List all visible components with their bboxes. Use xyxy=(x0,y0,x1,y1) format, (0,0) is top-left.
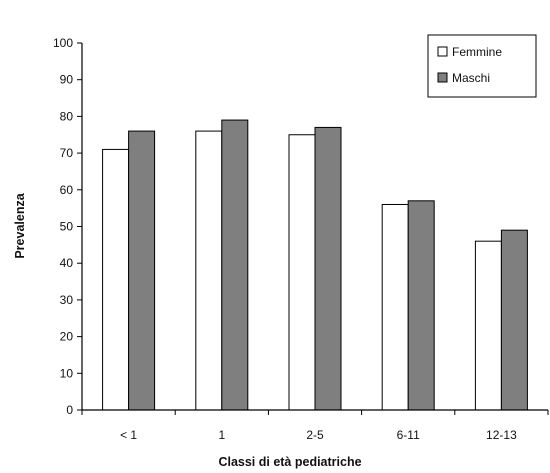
y-tick-label: 60 xyxy=(60,183,74,197)
bar-maschi-3 xyxy=(314,126,342,411)
legend-box xyxy=(427,34,537,98)
y-tick-label: 0 xyxy=(66,403,73,417)
y-tick-label: 80 xyxy=(60,109,74,123)
legend: Femmine Maschi xyxy=(427,34,537,98)
x-tick-label: 2-5 xyxy=(306,428,324,442)
legend-label-femmine: Femmine xyxy=(452,45,502,59)
bar-femmine-2 xyxy=(195,130,223,411)
bar-femmine-3 xyxy=(288,134,316,411)
y-tick-label: 50 xyxy=(60,220,74,234)
y-tick-label: 10 xyxy=(60,366,74,380)
x-tick-label: 1 xyxy=(218,428,225,442)
bar-femmine-1 xyxy=(102,148,130,411)
legend-label-maschi: Maschi xyxy=(452,71,490,85)
x-tick-label: 6-11 xyxy=(397,428,420,442)
x-tick-label: 12-13 xyxy=(486,428,517,442)
bar-femmine-4 xyxy=(381,203,409,411)
x-axis-ticks: < 1 1 2-5 6-11 12-13 xyxy=(81,410,549,442)
y-tick-label: 70 xyxy=(60,146,74,160)
y-tick-label: 40 xyxy=(60,256,74,270)
y-tick-label: 20 xyxy=(60,330,74,344)
x-axis-title: Classi di età pediatriche xyxy=(218,455,361,469)
y-tick-label: 90 xyxy=(60,73,74,87)
bar-maschi-5 xyxy=(500,229,528,411)
y-axis-ticks: 0 10 20 30 40 50 60 70 80 90 100 xyxy=(53,36,82,417)
x-tick-label: < 1 xyxy=(120,428,137,442)
bar-femmine-5 xyxy=(474,240,502,411)
bars-layer xyxy=(102,119,528,411)
legend-swatch-femmine xyxy=(437,46,448,57)
legend-swatch-maschi xyxy=(437,72,448,83)
bar-maschi-4 xyxy=(407,200,435,411)
y-tick-label: 100 xyxy=(53,36,73,50)
bar-maschi-1 xyxy=(128,130,156,411)
y-tick-label: 30 xyxy=(60,293,74,307)
y-axis-title: Prevalenza xyxy=(13,192,27,258)
bar-maschi-2 xyxy=(221,119,249,411)
